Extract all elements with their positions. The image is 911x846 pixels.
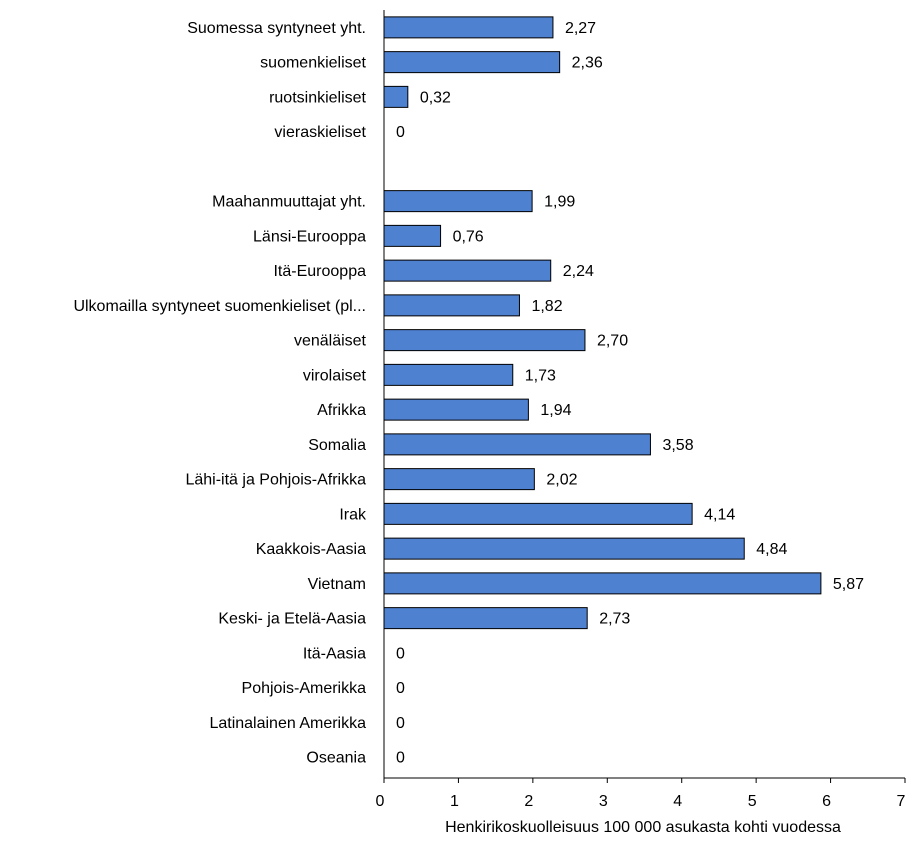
x-tick-label: 2 — [524, 793, 533, 810]
bar — [383, 607, 588, 630]
category-label: Itä-Eurooppa — [273, 263, 366, 280]
category-label: Irak — [339, 506, 367, 523]
bar — [383, 85, 409, 108]
bar — [383, 259, 552, 282]
category-label: Keski- ja Etelä-Aasia — [218, 611, 366, 628]
bar — [383, 51, 561, 74]
value-label: 0 — [396, 124, 405, 141]
value-label: 1,99 — [544, 194, 575, 211]
category-label: venäläiset — [294, 333, 367, 350]
value-label: 4,84 — [756, 541, 787, 558]
value-label: 0 — [396, 750, 405, 767]
value-label: 4,14 — [704, 506, 735, 523]
value-label: 0,32 — [420, 89, 451, 106]
bar — [383, 16, 554, 39]
x-tick-label: 6 — [822, 793, 831, 810]
value-labels-layer: 2,27 2,36 0,32 0 1,99 0,76 2,24 1,82 2,70 1,73 1,9… — [396, 20, 864, 767]
category-label: suomenkieliset — [260, 55, 366, 72]
category-label: Oseania — [306, 750, 366, 767]
bar — [383, 468, 535, 491]
value-label: 0 — [396, 680, 405, 697]
category-label: Itä-Aasia — [303, 645, 366, 662]
category-label: ruotsinkieliset — [269, 89, 366, 106]
bar — [383, 190, 533, 213]
x-axis: 0 1 2 3 4 5 6 7 — [376, 10, 906, 810]
value-label: 1,82 — [531, 298, 562, 315]
category-label: Suomessa syntyneet yht. — [187, 20, 366, 37]
category-label: Länsi-Eurooppa — [253, 228, 366, 245]
category-label: Kaakkois-Aasia — [256, 541, 366, 558]
category-labels-layer: Suomessa syntyneet yht. suomenkieliset ruo… — [73, 20, 367, 767]
x-tick-label: 7 — [897, 793, 906, 810]
value-label: 2,02 — [546, 472, 577, 489]
category-label: Latinalainen Amerikka — [209, 715, 366, 732]
category-label: Lähi-itä ja Pohjois-Afrikka — [185, 472, 366, 489]
category-label: Ulkomailla syntyneet suomenkieliset (pl.… — [73, 298, 366, 315]
x-tick-label: 4 — [673, 793, 682, 810]
bar — [383, 572, 822, 595]
value-label: 5,87 — [833, 576, 864, 593]
value-label: 2,36 — [572, 55, 603, 72]
bar — [383, 398, 529, 421]
category-label: Vietnam — [308, 576, 366, 593]
category-label: Maahanmuuttajat yht. — [212, 194, 366, 211]
category-label: vieraskieliset — [274, 124, 366, 141]
x-tick-label: 5 — [748, 793, 757, 810]
category-label: Pohjois-Amerikka — [242, 680, 367, 697]
value-label: 3,58 — [662, 437, 693, 454]
value-label: 2,73 — [599, 611, 630, 628]
bar — [383, 294, 520, 317]
bars-layer — [383, 16, 822, 630]
value-label: 2,27 — [565, 20, 596, 37]
value-label: 0 — [396, 715, 405, 732]
x-tick-label: 1 — [450, 793, 459, 810]
value-label: 2,24 — [563, 263, 594, 280]
bar — [383, 224, 442, 247]
value-label: 0,76 — [453, 228, 484, 245]
category-label: Somalia — [308, 437, 366, 454]
bar — [383, 537, 745, 560]
bar — [383, 502, 693, 525]
bar — [383, 433, 651, 456]
bar — [383, 329, 586, 352]
value-label: 1,73 — [525, 367, 556, 384]
category-label: virolaiset — [303, 367, 367, 384]
value-label: 1,94 — [540, 402, 571, 419]
category-label: Afrikka — [317, 402, 366, 419]
x-tick-label: 3 — [599, 793, 608, 810]
bar — [383, 363, 514, 386]
value-label: 0 — [396, 645, 405, 662]
value-label: 2,70 — [597, 333, 628, 350]
x-axis-title: Henkirikoskuolleisuus 100 000 asukasta k… — [445, 819, 841, 836]
x-tick-label: 0 — [376, 793, 385, 810]
